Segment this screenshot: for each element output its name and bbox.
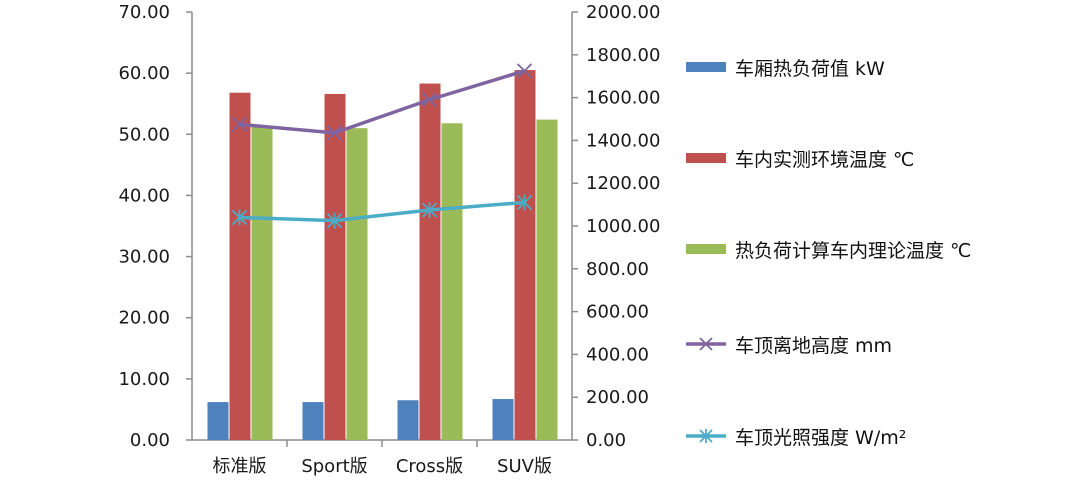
right-tick-label: 1000.00 (586, 216, 660, 237)
right-tick-label: 1400.00 (586, 130, 660, 151)
left-tick-label: 30.00 (118, 247, 170, 268)
legend-swatch-4 (686, 337, 726, 351)
legend-swatch-5 (686, 429, 726, 443)
legend-swatch-1 (686, 62, 726, 72)
legend-item-1: 车厢热负荷值 kW (686, 52, 885, 82)
legend-item-2: 车内实测环境温度 ℃ (686, 143, 914, 173)
legend-swatch-2 (686, 153, 726, 163)
bar-1-3 (397, 400, 419, 440)
line-1 (239, 69, 526, 135)
left-tick-label: 10.00 (118, 369, 170, 390)
right-tick-label: 2000.00 (586, 2, 660, 23)
bar-1-4 (492, 399, 514, 440)
right-tick-label: 1600.00 (586, 88, 660, 109)
left-tick-label: 0.00 (130, 430, 170, 451)
marker-2-2 (326, 212, 343, 229)
legend-label-1: 车厢热负荷值 kW (735, 57, 885, 80)
category-label: Cross版 (396, 456, 463, 477)
right-tick-label: 0.00 (586, 430, 626, 451)
legend-item-4: 车顶离地高度 mm (686, 329, 892, 359)
left-tick-label: 50.00 (118, 124, 170, 145)
bar-2-1 (229, 92, 251, 441)
line-series (231, 63, 533, 229)
left-tick-label: 40.00 (118, 185, 170, 206)
marker-1-4 (516, 63, 533, 79)
bar-1-2 (302, 402, 324, 440)
left-y-axis: 0.00 10.00 20.00 30.00 40.00 50.00 60.00 70.00 (118, 2, 193, 451)
legend-label-3: 热负荷计算车内理论温度 ℃ (735, 239, 972, 262)
right-tick-label: 1800.00 (586, 45, 660, 66)
left-tick-label: 20.00 (118, 308, 170, 329)
legend-label-4: 车顶离地高度 mm (735, 334, 893, 357)
right-tick-label: 200.00 (586, 387, 649, 408)
bar-2-4 (514, 70, 536, 440)
marker-1-3 (421, 92, 438, 108)
bar-1-1 (207, 402, 229, 440)
chart: 0.0010.0020.0030.0040.0050.0060.0070.00 … (118, 2, 660, 477)
line-2 (239, 200, 525, 223)
legend-item-3: 热负荷计算车内理论温度 ℃ (686, 234, 971, 264)
bar-2-3 (419, 83, 441, 440)
marker-1-2 (326, 125, 343, 141)
bar-2-2 (324, 93, 346, 440)
marker-1-1 (231, 116, 248, 132)
left-tick-label: 60.00 (118, 63, 170, 84)
right-y-axis: 0.00 200.00 400.00 600.00 800.00 1000.00 1200.… (571, 2, 660, 451)
legend-label-5: 车顶光照强度 W/m² (735, 426, 907, 449)
bar-3-1 (251, 126, 273, 440)
legend-label-2: 车内实测环境温度 ℃ (735, 148, 915, 171)
right-tick-label: 1200.00 (586, 173, 660, 194)
x-axis: 标准版 Sport版 Cross版 SUV版 (192, 439, 572, 477)
bar-3-4 (536, 119, 558, 441)
legend-item-5: 车顶光照强度 W/m² (686, 421, 906, 451)
category-label: Sport版 (301, 456, 367, 477)
category-label: 标准版 (213, 456, 267, 477)
bar-3-3 (441, 123, 463, 440)
marker-2-3 (421, 201, 438, 218)
marker-2-4 (516, 194, 533, 211)
right-tick-label: 400.00 (586, 344, 649, 365)
category-label: SUV版 (497, 456, 552, 477)
marker-2-1 (231, 209, 248, 226)
bar-series (207, 70, 558, 441)
right-tick-label: 600.00 (586, 302, 649, 323)
bar-3-2 (346, 128, 368, 440)
left-tick-label: 70.00 (118, 2, 170, 23)
right-tick-label: 800.00 (586, 259, 649, 280)
legend-swatch-3 (686, 244, 726, 254)
